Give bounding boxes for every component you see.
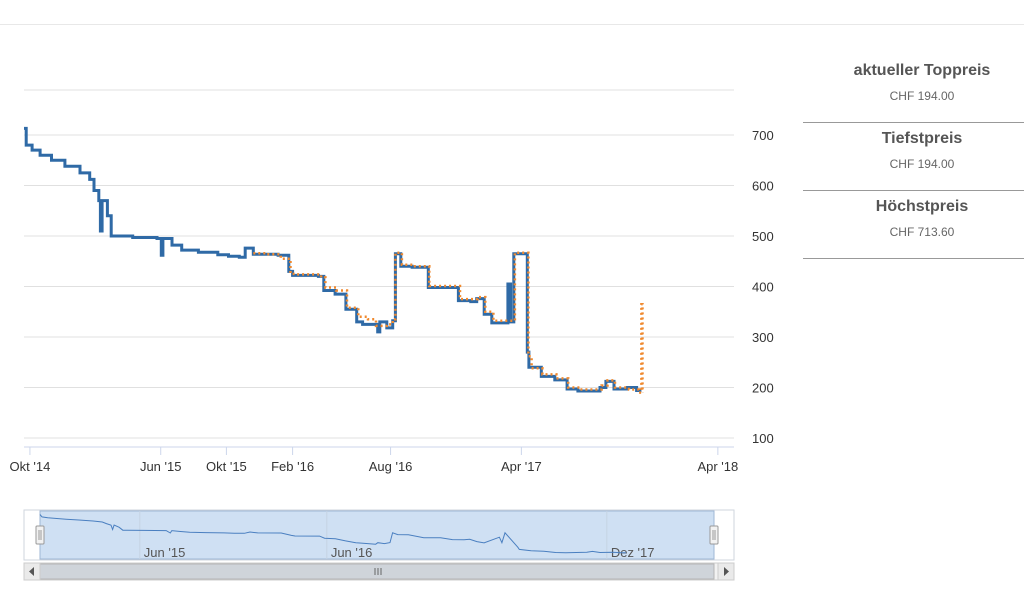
stat-lowest-price: Tiefstpreis CHF 194.00 <box>803 123 1024 191</box>
grid-lines <box>24 89 734 448</box>
navigator-selection[interactable] <box>39 510 715 560</box>
stat-label: Höchstpreis <box>875 198 969 215</box>
stat-value: CHF 194.00 <box>889 89 955 103</box>
scroll-right-button[interactable] <box>717 562 735 581</box>
navigator-left-handle[interactable] <box>35 525 45 545</box>
arrow-right-icon <box>724 567 729 576</box>
navigator-ticks: Jun '15 Jun '16 Dez '17 <box>144 545 655 560</box>
scrollbar-grip-icon <box>374 568 382 575</box>
x-tick-label: Feb '16 <box>271 459 314 474</box>
y-axis-ticks: 100 200 300 400 500 600 700 <box>752 128 774 446</box>
x-tick-label: Aug '16 <box>369 459 413 474</box>
navigator-tick-label: Jun '15 <box>144 545 186 560</box>
navigator-gridlines <box>139 511 608 559</box>
x-tick-label: Jun '15 <box>140 459 182 474</box>
top-divider <box>0 24 1024 25</box>
stat-highest-price: Höchstpreis CHF 713.60 <box>803 191 1024 259</box>
x-axis-ticks: Okt '14 Jun '15 Okt '15 Feb '16 Aug '16 Apr '… <box>10 447 738 474</box>
stat-value: CHF 194.00 <box>889 157 955 171</box>
navigator-series <box>39 514 627 554</box>
series-group <box>24 126 644 394</box>
y-tick-label: 500 <box>752 229 774 244</box>
range-navigator[interactable]: Jun '15 Jun '16 Dez '17 <box>23 509 735 581</box>
x-tick-label: Apr '18 <box>697 459 738 474</box>
stat-label: Tiefstpreis <box>881 130 963 147</box>
x-tick-label: Okt '15 <box>206 459 247 474</box>
scroll-left-button[interactable] <box>23 562 41 581</box>
stat-current-top-price: aktueller Toppreis CHF 194.00 <box>803 55 1024 123</box>
series-line-primary <box>24 126 642 393</box>
navigator-right-handle[interactable] <box>709 525 719 545</box>
y-tick-label: 300 <box>752 330 774 345</box>
navigator-tick-label: Jun '16 <box>331 545 373 560</box>
arrow-left-icon <box>29 567 34 576</box>
y-tick-label: 200 <box>752 381 774 396</box>
navigator-tick-label: Dez '17 <box>611 545 655 560</box>
scrollbar-thumb[interactable] <box>39 563 715 580</box>
navigator-line <box>39 514 627 554</box>
series-line-secondary <box>253 251 644 394</box>
x-tick-label: Okt '14 <box>10 459 51 474</box>
stat-label: aktueller Toppreis <box>853 62 991 79</box>
y-tick-label: 100 <box>752 431 774 446</box>
stat-value: CHF 713.60 <box>889 225 955 239</box>
x-tick-label: Apr '17 <box>501 459 542 474</box>
y-tick-label: 600 <box>752 179 774 194</box>
price-stats-panel: aktueller Toppreis CHF 194.00 Tiefstprei… <box>803 55 1024 259</box>
y-tick-label: 400 <box>752 280 774 295</box>
y-tick-label: 700 <box>752 128 774 143</box>
